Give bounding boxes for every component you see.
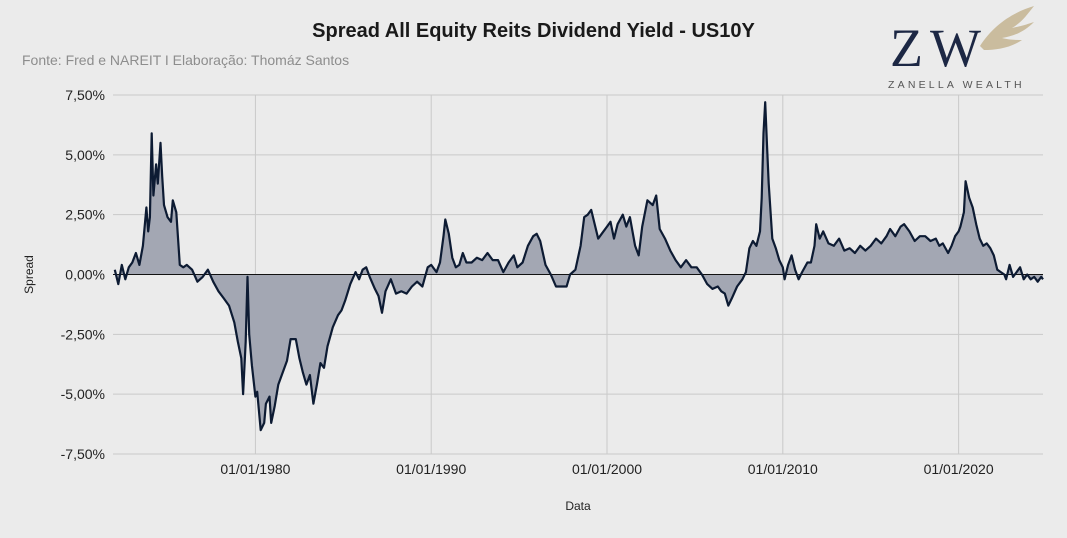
chart-title: Spread All Equity Reits Dividend Yield -… bbox=[312, 20, 755, 42]
chart-grid bbox=[113, 94, 1043, 455]
logo-text: ZANELLA WEALTH bbox=[888, 79, 1025, 91]
chart-subtitle: Fonte: Fred e NAREIT I Elaboração: Thomá… bbox=[22, 52, 350, 68]
spread-area-fill bbox=[114, 102, 1044, 431]
logo-monogram-w: W bbox=[930, 18, 981, 78]
logo-wing-icon bbox=[980, 6, 1034, 50]
x-tick-label: 01/01/2010 bbox=[748, 461, 818, 477]
x-tick-label: 01/01/1980 bbox=[220, 461, 290, 477]
spread-series-line bbox=[113, 101, 1044, 432]
y-tick-label: 7,50% bbox=[65, 87, 105, 103]
y-tick-label: -2,50% bbox=[61, 326, 105, 342]
logo-monogram: Z bbox=[890, 18, 923, 78]
x-tick-label: 01/01/1990 bbox=[396, 461, 466, 477]
zanella-wealth-logo: Z W bbox=[890, 6, 1034, 78]
y-tick-label: 2,50% bbox=[65, 207, 105, 223]
y-axis-title: Spread bbox=[22, 255, 36, 294]
y-axis-ticks: 7,50% 5,00% 2,50% 0,00% -2,50% -5,00% -7,50% bbox=[61, 87, 105, 462]
x-axis-ticks: 01/01/1980 01/01/1990 01/01/2000 01/01/2010… bbox=[220, 461, 993, 477]
y-tick-label: -5,00% bbox=[61, 386, 105, 402]
y-tick-label: -7,50% bbox=[61, 446, 105, 462]
x-tick-label: 01/01/2000 bbox=[572, 461, 642, 477]
y-tick-label: 5,00% bbox=[65, 147, 105, 163]
y-tick-label: 0,00% bbox=[65, 267, 105, 283]
x-axis-title: Data bbox=[565, 499, 591, 513]
x-tick-label: 01/01/2020 bbox=[924, 461, 994, 477]
